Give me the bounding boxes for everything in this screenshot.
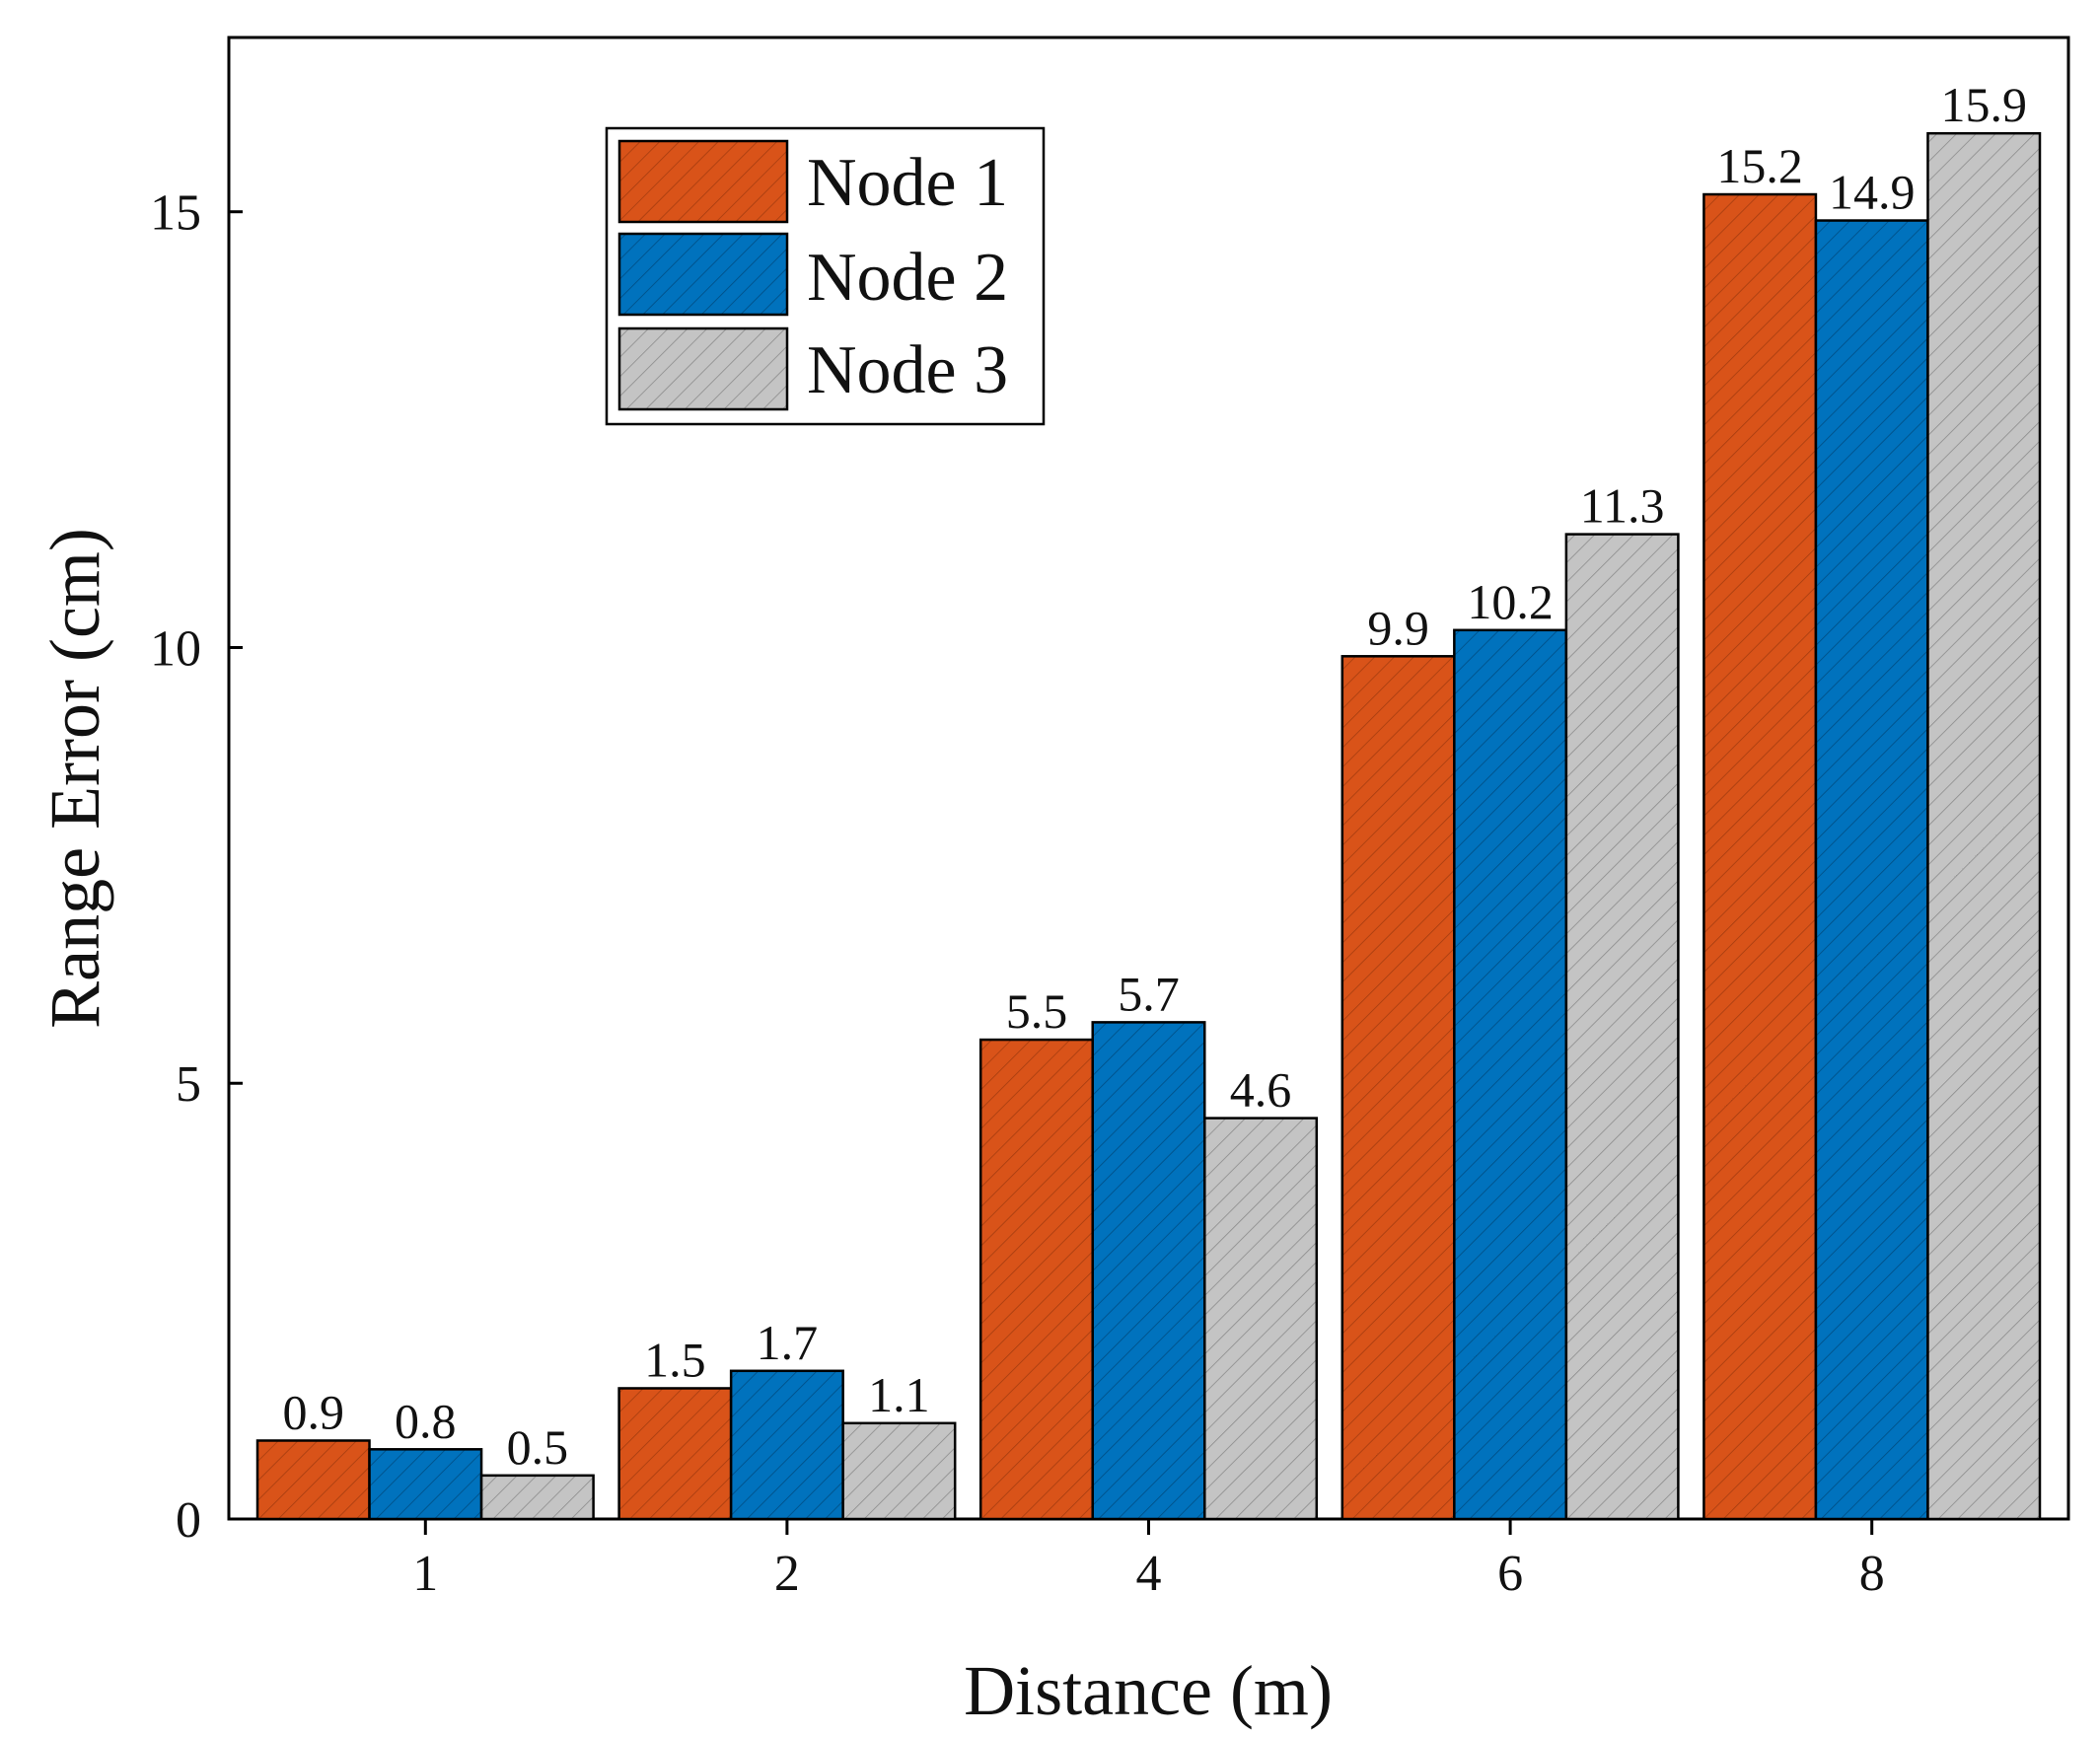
data-label-node-2-distance-2: 1.7: [757, 1315, 819, 1370]
data-label-node-3-distance-1: 0.5: [507, 1419, 569, 1475]
data-label-node-1-distance-4: 5.5: [1006, 983, 1068, 1039]
data-label-node-2-distance-6: 10.2: [1467, 574, 1554, 629]
y-axis: 0 5 10 15: [150, 185, 243, 1549]
data-label-node-1-distance-1: 0.9: [283, 1384, 345, 1439]
bar-node-1-distance-8: [1702, 192, 1818, 1521]
bar-node-2-distance-1: [368, 1448, 483, 1521]
bar-node-2-distance-6: [1453, 628, 1568, 1521]
legend-label-node-2: Node 2: [807, 240, 1008, 316]
data-label-node-3-distance-6: 11.3: [1580, 478, 1665, 534]
bar-node-3-distance-8: [1926, 131, 2042, 1521]
y-tick-label-10: 10: [150, 620, 201, 677]
data-label-node-3-distance-8: 15.9: [1940, 77, 2027, 132]
bar-node-1-distance-6: [1340, 655, 1456, 1521]
y-axis-title: Range Error (cm): [36, 528, 114, 1029]
data-label-node-2-distance-8: 14.9: [1829, 165, 1916, 220]
y-tick-label-0: 0: [176, 1492, 201, 1549]
y-tick-label-15: 15: [150, 185, 201, 242]
bar-node-3-distance-6: [1564, 533, 1680, 1521]
bar-node-2-distance-2: [729, 1369, 844, 1521]
data-label-node-3-distance-2: 1.1: [868, 1367, 930, 1422]
x-tick-label-8: 8: [1859, 1546, 1885, 1602]
data-label-node-1-distance-6: 9.9: [1367, 600, 1429, 655]
bar-node-1-distance-1: [255, 1439, 371, 1521]
legend-swatch-node-3: [617, 326, 789, 411]
x-tick-label-6: 6: [1497, 1546, 1523, 1602]
y-tick-label-5: 5: [176, 1056, 201, 1113]
bar-node-2-distance-8: [1814, 219, 1929, 1521]
data-labels: 0.9 0.8 0.5 1.5 1.7 1.1 5.5 5.7 4.6 9.9 10.2 11.3 15…: [283, 77, 2027, 1475]
legend-swatch-node-1: [617, 139, 789, 224]
x-tick-label-2: 2: [774, 1546, 800, 1602]
legend-swatch-node-2: [617, 232, 789, 317]
x-tick-label-1: 1: [412, 1546, 438, 1602]
bar-node-3-distance-2: [841, 1421, 957, 1521]
bar-node-3-distance-1: [479, 1474, 595, 1521]
bar-node-3-distance-4: [1203, 1117, 1319, 1521]
data-label-node-3-distance-4: 4.6: [1230, 1062, 1292, 1118]
x-axis-title: Distance (m): [964, 1651, 1333, 1730]
legend-label-node-1: Node 1: [807, 145, 1008, 221]
bar-node-2-distance-4: [1091, 1021, 1206, 1521]
x-tick-label-4: 4: [1136, 1546, 1162, 1602]
data-label-node-1-distance-2: 1.5: [644, 1332, 706, 1387]
bar-node-1-distance-4: [978, 1038, 1094, 1521]
legend: Node 1 Node 2 Node 3: [605, 126, 1046, 426]
data-label-node-2-distance-1: 0.8: [395, 1393, 457, 1448]
bar-series: [255, 131, 2042, 1521]
legend-label-node-3: Node 3: [807, 332, 1008, 408]
x-axis: 1 2 4 6 8: [412, 1519, 1885, 1602]
data-label-node-1-distance-8: 15.2: [1716, 138, 1803, 193]
data-label-node-2-distance-4: 5.7: [1118, 966, 1180, 1021]
bar-node-1-distance-2: [617, 1387, 733, 1521]
